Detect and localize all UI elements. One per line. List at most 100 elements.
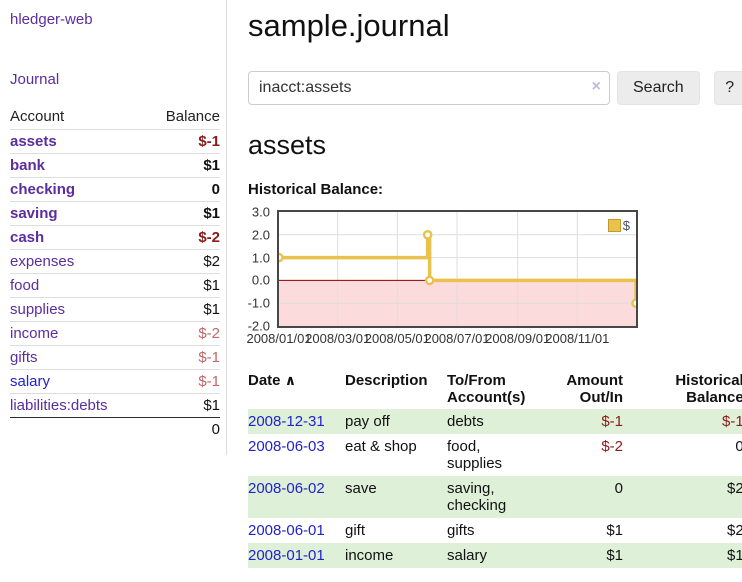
y-tick-label: 0.0 (251, 272, 270, 288)
transaction-balance: 0 (735, 438, 742, 455)
account-link-checking[interactable]: checking (10, 181, 76, 198)
account-balance: $1 (144, 201, 220, 226)
column-description: Description (345, 372, 428, 389)
transaction-balance: $1 (633, 543, 742, 568)
clear-search-icon[interactable]: × (591, 78, 601, 95)
accounts-column-account: Account (10, 108, 65, 125)
brand-link[interactable]: hledger-web (10, 11, 93, 28)
sidebar: hledger-web Journal Account Balance asse… (0, 0, 227, 455)
account-row: expenses $2 (10, 249, 220, 274)
account-balance: $1 (144, 273, 220, 298)
legend-swatch-icon (607, 219, 621, 232)
account-balance: $-1 (144, 369, 220, 394)
transaction-row: 2008-06-03 eat & shop food, supplies $-2… (248, 434, 742, 476)
account-balance: $-2 (144, 321, 220, 346)
accounts-column-balance: Balance (165, 108, 220, 125)
account-row: supplies $1 (10, 297, 220, 322)
main-content: sample.journal × Search ? assets Histori… (227, 0, 742, 568)
account-link-cash[interactable]: cash (10, 229, 45, 246)
account-link-assets[interactable]: assets (10, 133, 57, 150)
chart-x-axis: 2008/01/01 2008/03/01 2008/05/01 2008/07/01… (246, 331, 638, 347)
account-row: assets $-1 (10, 129, 220, 154)
transaction-amount: 0 (547, 476, 633, 518)
transaction-row: 2008-12-31 pay off debts $-1 $-1 (248, 409, 742, 434)
transaction-description: eat & shop (345, 438, 417, 455)
transaction-amount: $1 (606, 522, 623, 539)
column-date[interactable]: Date ∧ (248, 372, 297, 389)
y-tick-label: -1.0 (247, 295, 270, 311)
account-link-saving[interactable]: saving (10, 205, 58, 222)
transaction-balance: $2 (633, 476, 742, 518)
transaction-date-link[interactable]: 2008-06-03 (248, 438, 325, 455)
x-tick-label: 2008/11/01 (545, 331, 610, 346)
account-row: cash $-2 (10, 225, 220, 250)
transaction-amount: $-2 (601, 438, 623, 455)
account-link-food[interactable]: food (10, 277, 40, 294)
column-accounts: To/From Account(s) (447, 372, 526, 406)
register-table: Date ∧ Description To/From Account(s) Amo… (248, 369, 742, 568)
account-balance: $-2 (144, 225, 220, 250)
account-link-gifts[interactable]: gifts (10, 349, 38, 366)
account-link-expenses[interactable]: expenses (10, 253, 75, 270)
register-header-row: Date ∧ Description To/From Account(s) Amo… (248, 369, 742, 409)
transaction-balance: $2 (727, 522, 742, 539)
sidebar-item-journal[interactable]: Journal (10, 71, 60, 88)
x-tick-label: 2008/07/01 (424, 331, 490, 346)
account-balance: $1 (144, 297, 220, 322)
account-link-income[interactable]: income (10, 325, 59, 342)
chart-plot-area: $ (277, 210, 638, 328)
historical-balance-chart: 3.0 2.0 1.0 0.0 -1.0 -2.0 $ 2008/01/01 2008/03… (246, 205, 640, 347)
accounts-total-balance: 0 (144, 417, 220, 441)
page: hledger-web Journal Account Balance asse… (0, 0, 742, 568)
transaction-balance: $-1 (633, 409, 742, 434)
transaction-date-link[interactable]: 2008-06-01 (248, 522, 325, 539)
transaction-description: save (345, 476, 447, 518)
transaction-accounts: salary (447, 543, 547, 568)
account-link-salary[interactable]: salary (10, 373, 51, 390)
transaction-accounts: saving, checking (447, 476, 547, 518)
transaction-accounts: gifts (447, 522, 475, 539)
transaction-amount: $1 (547, 543, 633, 568)
account-row: gifts $-1 (10, 345, 220, 370)
transaction-date-link[interactable]: 2008-12-31 (248, 413, 325, 430)
search-button[interactable]: Search (617, 71, 700, 105)
account-row: income $-2 (10, 321, 220, 346)
account-balance: $1 (144, 393, 220, 418)
transaction-row: 2008-06-02 save saving, checking 0 $2 (248, 476, 742, 518)
x-tick-label: 2008/01/01 (246, 331, 312, 346)
transaction-accounts: debts (447, 409, 547, 434)
transaction-row: 2008-06-01 gift gifts $1 $2 (248, 518, 742, 543)
transaction-date-link[interactable]: 2008-01-01 (248, 547, 325, 564)
x-tick-label: 2008/05/01 (364, 331, 430, 346)
search-input[interactable] (248, 71, 610, 105)
transaction-amount: $-1 (547, 409, 633, 434)
accounts-table: Account Balance assets $-1 bank $1 check… (10, 105, 220, 441)
account-row: liabilities:debts $1 (10, 393, 220, 418)
search-form: × Search ? (248, 71, 742, 105)
sort-ascending-icon: ∧ (284, 372, 297, 388)
column-amount: Amount Out/In (566, 372, 623, 406)
account-row: bank $1 (10, 153, 220, 178)
account-link-liabilities-debts[interactable]: liabilities:debts (10, 397, 108, 414)
transaction-description: pay off (345, 409, 447, 434)
y-tick-label: -2.0 (247, 318, 270, 334)
help-button[interactable]: ? (713, 71, 742, 105)
account-row: checking 0 (10, 177, 220, 202)
account-heading: assets (248, 130, 327, 160)
account-link-bank[interactable]: bank (10, 157, 46, 174)
account-balance: $2 (144, 249, 220, 274)
column-balance: Historical Balance (675, 372, 742, 406)
y-tick-label: 3.0 (251, 204, 270, 220)
account-row: salary $-1 (10, 369, 220, 394)
transaction-description: income (345, 543, 447, 568)
account-balance: $-1 (144, 129, 220, 154)
account-balance: 0 (144, 177, 220, 202)
account-link-supplies[interactable]: supplies (10, 301, 66, 318)
accounts-header-row: Account Balance (10, 105, 220, 130)
x-tick-label: 2008/03/01 (305, 331, 371, 346)
page-title: sample.journal (248, 8, 450, 43)
transaction-date-link[interactable]: 2008-06-02 (248, 480, 325, 497)
y-tick-label: 2.0 (251, 227, 270, 243)
x-tick-label: 2008/09/01 (485, 331, 551, 346)
account-row: saving $1 (10, 201, 220, 226)
